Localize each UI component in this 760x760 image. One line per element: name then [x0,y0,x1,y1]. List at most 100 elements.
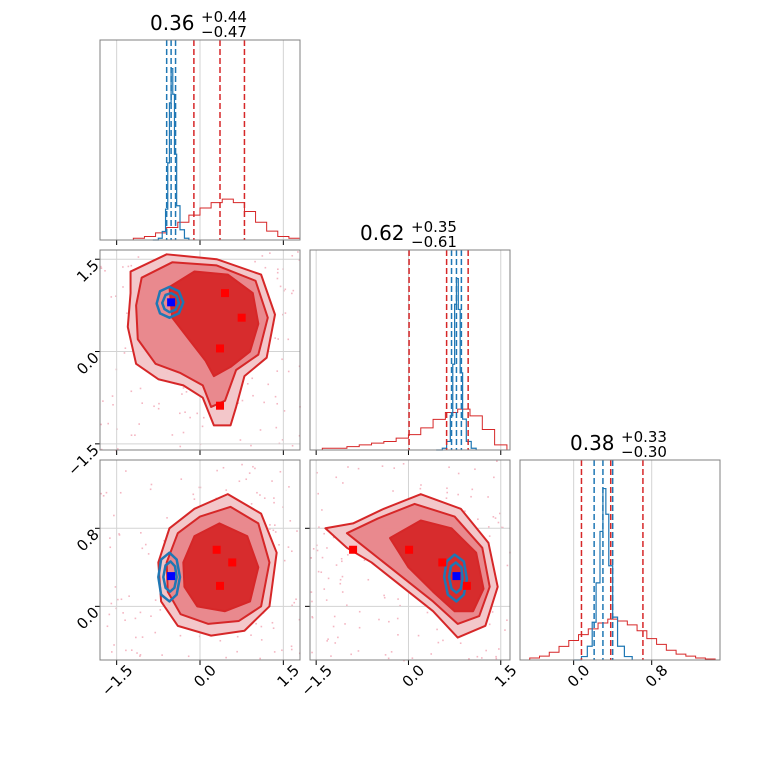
scatter-point [139,654,142,656]
scatter-point [126,312,128,315]
red-marker [212,545,221,554]
y-tick-label: 0.0 [73,349,103,379]
scatter-point [222,466,225,469]
scatter-point [135,636,137,639]
y-tick-label: 0.8 [73,525,103,555]
scatter-point [179,412,181,415]
scatter-point [323,532,325,535]
red-histogram [100,198,301,241]
y-tick-label: 0.0 [73,604,103,634]
scatter-point [181,393,183,395]
scatter-point [397,598,399,600]
scatter-point [420,484,422,486]
scatter-point [312,548,315,550]
scatter-point [481,657,483,659]
scatter-point [326,640,328,642]
scatter-point [293,601,296,604]
red-marker [349,545,358,554]
scatter-point [457,472,460,475]
scatter-point [347,466,349,468]
scatter-point [491,611,494,613]
blue-contour [160,291,181,314]
scatter-point [124,347,127,349]
scatter-point [341,560,343,563]
scatter-point [446,487,448,490]
scatter-point [367,578,370,581]
diag-panel-p3-background [520,460,720,660]
scatter-point [252,465,254,468]
scatter-point [417,634,420,637]
scatter-point [284,312,287,314]
scatter-point [269,528,271,530]
diag-panel-p1-frame [99,39,301,241]
scatter-point [276,277,279,280]
panel-title: 0.38 [570,431,615,455]
scatter-point [147,553,150,555]
scatter-point [277,268,279,271]
scatter-point [488,623,491,626]
scatter-point [261,255,264,257]
scatter-point [254,467,256,470]
scatter-point [166,517,168,519]
scatter-point [202,416,205,419]
scatter-panel-p1-p2 [95,249,301,455]
scatter-point [464,510,466,512]
x-tick-label: 0.0 [399,661,429,691]
scatter-point [335,564,338,566]
scatter-point [459,642,462,645]
scatter-point [130,264,133,267]
scatter-point [281,649,283,652]
scatter-point [321,509,323,511]
scatter-point [122,286,124,288]
scatter-point [112,403,114,406]
diag-panel-p1: 0.36 +0.44−0.47 [99,8,301,245]
scatter-point [248,472,251,474]
x-tick-label: 0.0 [190,661,220,691]
scatter-point [216,469,218,472]
scatter-point [163,539,165,542]
scatter-point [189,416,191,419]
scatter-point [488,535,491,537]
scatter-point [250,503,253,505]
scatter-point [245,478,248,481]
scatter-point [102,400,104,402]
scatter-point [161,654,163,656]
scatter-point [383,594,385,597]
x-tick-label: 1.5 [491,661,521,691]
red-marker [228,558,237,567]
scatter-point [267,383,270,386]
scatter-point [271,621,274,624]
scatter-point [272,627,275,630]
scatter-point [381,465,384,467]
scatter-point [109,546,112,549]
scatter-point [282,313,284,316]
scatter-point [276,271,279,274]
scatter-point [252,394,254,397]
scatter-point [291,604,293,607]
scatter-point [393,467,396,469]
scatter-point [144,543,147,546]
scatter-point [317,492,319,495]
scatter-point [263,497,266,499]
scatter-point [500,526,503,529]
red-marker [438,558,447,567]
scatter-point [124,619,126,622]
scatter-point [102,494,105,497]
scatter-point [279,470,282,473]
scatter-point [298,618,301,621]
scatter-point [298,259,301,261]
diag-panel-p3: 0.38 +0.33−0.30 [519,428,721,665]
scatter-point [110,602,113,605]
scatter-point [238,480,241,483]
scatter-point [255,622,257,625]
scatter-point [239,439,242,441]
diag-panel-p2-background [310,250,510,450]
scatter-point [327,577,330,580]
scatter-point [110,296,113,298]
scatter-point [327,638,329,640]
scatter-point [487,496,489,498]
scatter-point [184,411,186,414]
scatter-point [289,520,292,522]
x-tick-label: −1.5 [98,661,136,699]
